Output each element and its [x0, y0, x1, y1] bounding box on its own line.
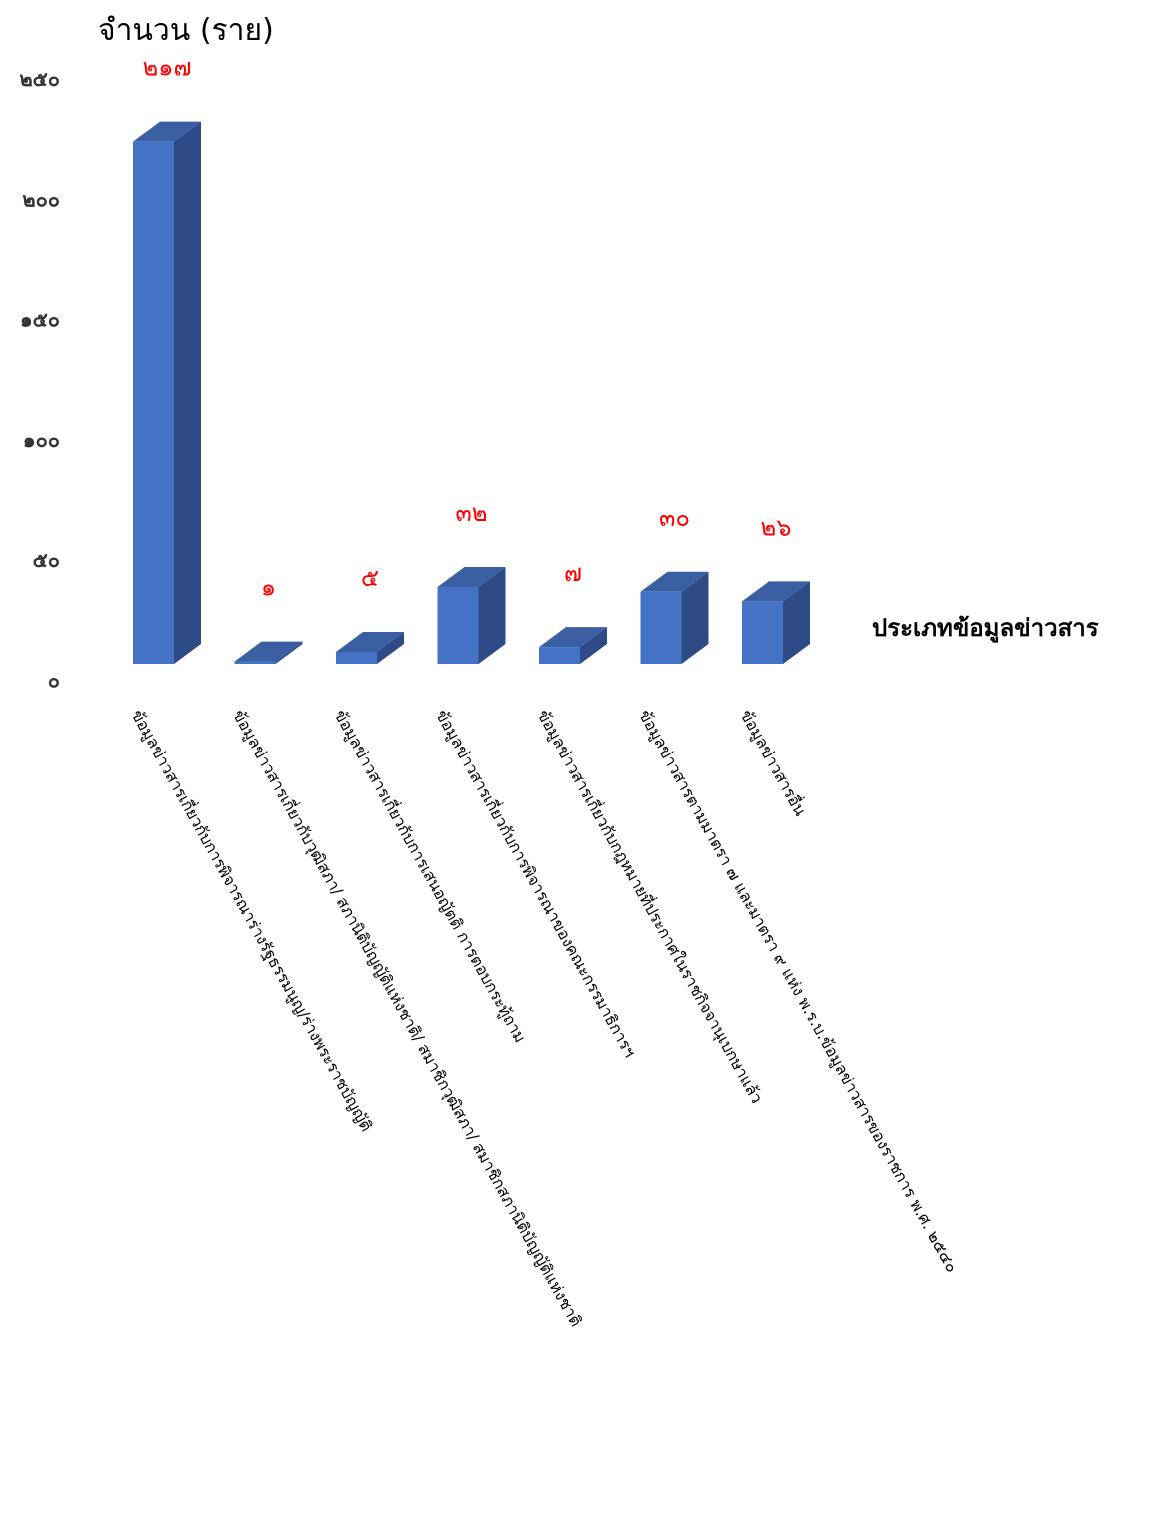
data-label: ๕ [361, 564, 379, 592]
bar-front-face [640, 591, 682, 664]
bar-front-face [539, 647, 580, 664]
y-axis-title: จำนวน (ราย) [98, 13, 274, 48]
bars [133, 121, 810, 664]
bar-front-face [742, 601, 783, 664]
bar [234, 641, 303, 664]
y-axis-ticks: ๐ ๕๐ ๑๐๐ ๑๕๐ ๒๐๐ ๒๕๐ [19, 67, 60, 693]
y-tick-label: ๐ [48, 669, 60, 693]
bar-front-face [437, 586, 479, 664]
category-label: ข้อมูลข่าวสารเกี่ยวกับกฎหมายที่ประกาศในร… [533, 706, 769, 1107]
bar-side-face [783, 581, 810, 664]
bar-top-face [640, 571, 709, 592]
category-label: ข้อมูลข่าวสารเกี่ยวกับการพิจารณาของคณะกร… [431, 706, 641, 1061]
y-tick-label: ๑๕๐ [20, 308, 60, 332]
category-label: ข้อมูลข่าวสารเกี่ยวกับการเสนอญัตติ การตอ… [330, 706, 532, 1047]
bar-top-face [742, 581, 810, 602]
x-axis-title: ประเภทข้อมูลข่าวสาร [872, 614, 1099, 643]
bar [336, 631, 404, 664]
category-label: ข้อมูลข่าวสารอื่น [736, 706, 812, 820]
bar-side-face [377, 631, 404, 664]
bar-front-face [336, 651, 377, 664]
bar-side-face [174, 121, 201, 664]
bar-top-face [539, 627, 607, 648]
bar-top-face [234, 641, 303, 662]
bar-side-face [275, 641, 303, 664]
category-label: ข้อมูลข่าวสารเกี่ยวกับวุฒิสภา/ สภานิติบั… [228, 706, 587, 1330]
bar-side-face [580, 627, 607, 664]
bar [742, 581, 810, 664]
bar-front-face [133, 141, 174, 664]
bar [437, 566, 506, 664]
category-label: ข้อมูลข่าวสารเกี่ยวกับการพิจารณาร่างรัฐธ… [127, 706, 378, 1135]
bar-top-face [336, 631, 404, 652]
bar-front-face [234, 661, 276, 664]
bar-side-face [478, 566, 506, 664]
y-tick-label: ๕๐ [33, 548, 60, 572]
bar-top-face [133, 121, 201, 142]
data-label: ๒๑๗ [142, 54, 191, 82]
y-tick-label: ๒๐๐ [22, 187, 60, 211]
y-tick-label: ๑๐๐ [23, 428, 60, 452]
category-labels: ข้อมูลข่าวสารเกี่ยวกับการพิจารณาร่างรัฐธ… [127, 706, 962, 1330]
y-tick-label: ๒๕๐ [19, 67, 60, 91]
data-label: ๑ [261, 574, 276, 602]
data-label: ๓๒ [455, 499, 487, 527]
bar-top-face [437, 566, 506, 587]
data-label: ๓๐ [659, 504, 690, 532]
data-label: ๗ [564, 559, 582, 587]
bar [133, 121, 201, 664]
bar [539, 627, 607, 664]
data-label: ๒๖ [760, 513, 791, 541]
bar [640, 571, 709, 664]
bar-side-face [681, 571, 709, 664]
